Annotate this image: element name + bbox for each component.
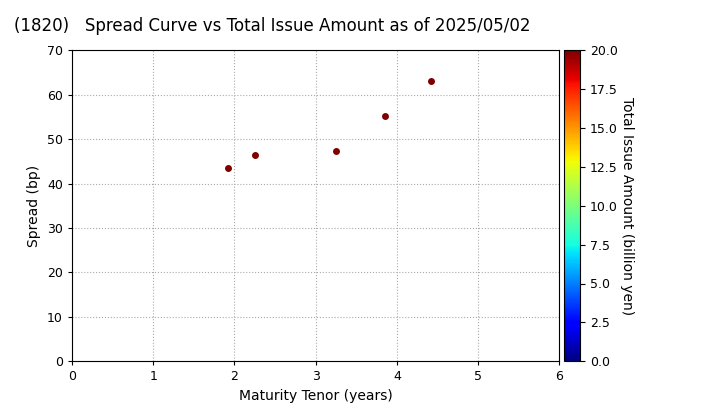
Y-axis label: Total Issue Amount (billion yen): Total Issue Amount (billion yen) — [621, 97, 634, 315]
Y-axis label: Spread (bp): Spread (bp) — [27, 165, 42, 247]
Point — [426, 77, 437, 84]
Point — [249, 151, 261, 158]
Point — [330, 148, 342, 155]
X-axis label: Maturity Tenor (years): Maturity Tenor (years) — [239, 389, 392, 403]
Point — [379, 113, 390, 119]
Point — [222, 165, 234, 171]
Text: (1820)   Spread Curve vs Total Issue Amount as of 2025/05/02: (1820) Spread Curve vs Total Issue Amoun… — [14, 17, 531, 35]
